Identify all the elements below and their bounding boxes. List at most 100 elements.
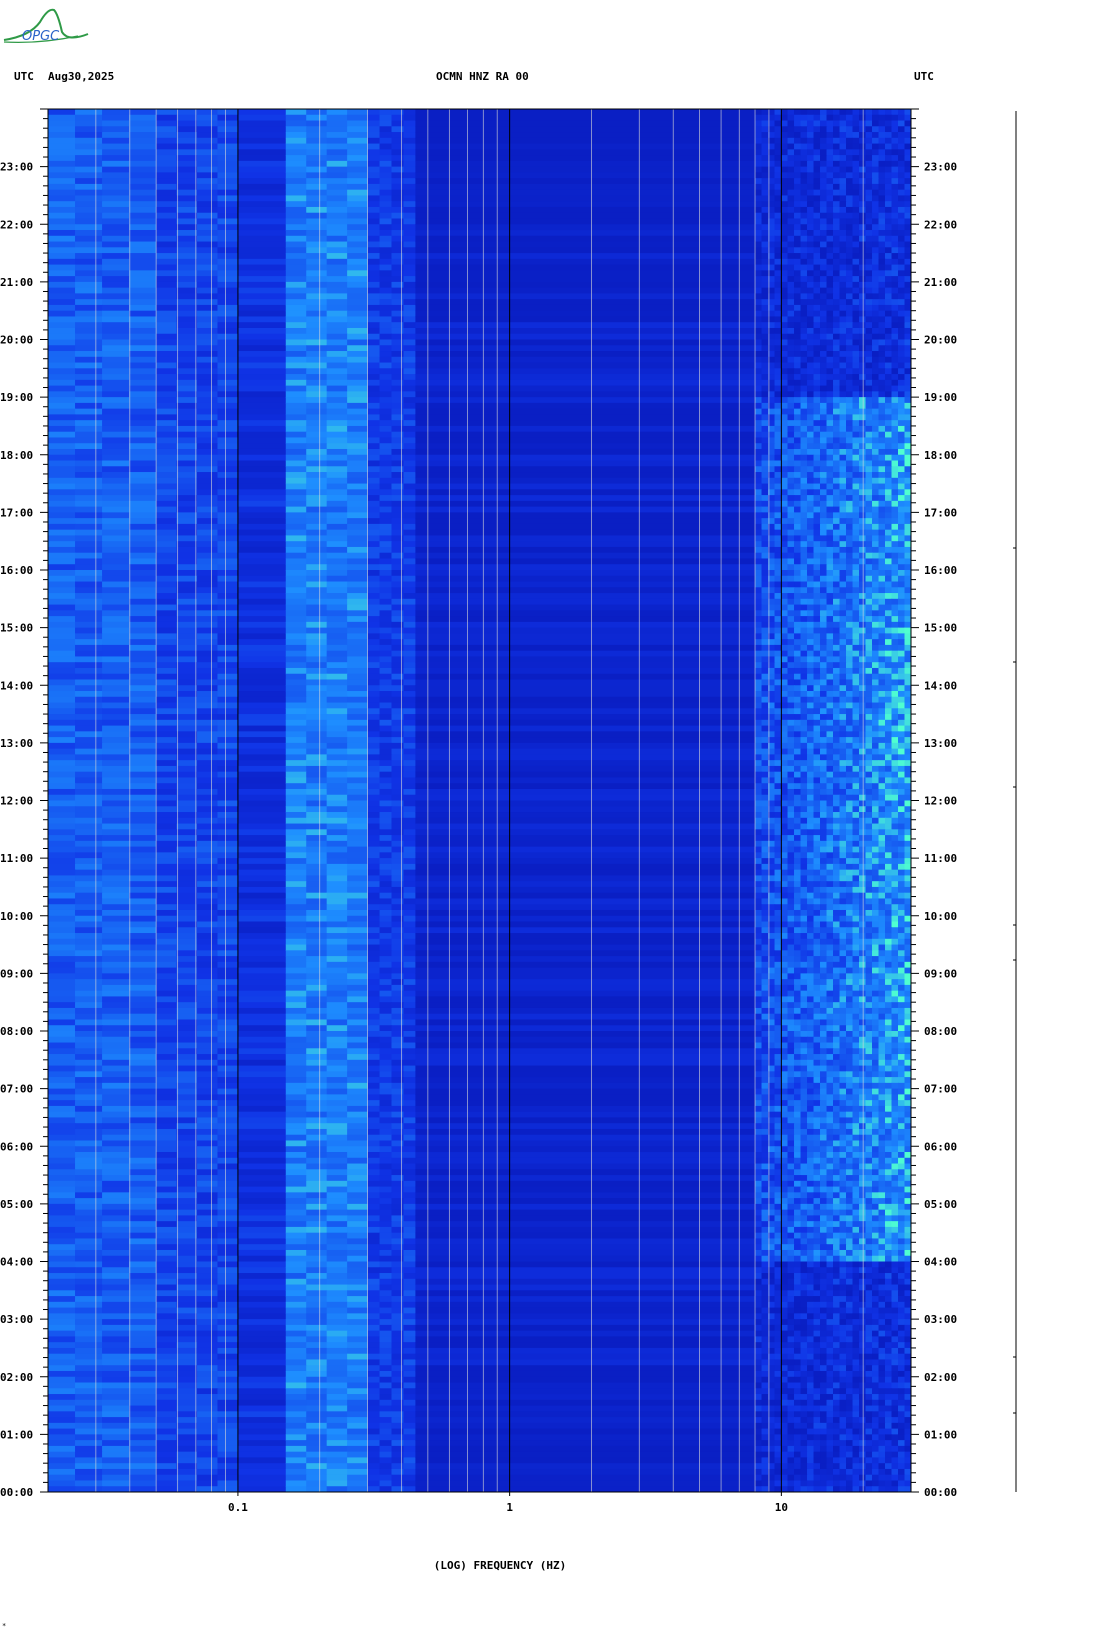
heatmap-cell [156,546,178,554]
heatmap-cell [839,149,847,156]
heatmap-cell [379,1365,393,1372]
heatmap-cell [403,604,417,611]
heatmap-cell [237,1307,287,1314]
heatmap-cell [403,748,417,755]
heatmap-cell [217,990,239,998]
heatmap-cell [306,639,328,646]
heatmap-cell [217,109,239,116]
heatmap-cell [102,673,130,681]
heatmap-cell [367,581,381,588]
heatmap-cell [415,708,756,715]
heatmap-cell [102,304,130,312]
heatmap-cell [367,898,381,905]
heatmap-cell [237,1376,287,1384]
heatmap-cell [285,1013,307,1021]
heatmap-cell [129,1255,157,1263]
heatmap-cell [367,800,381,807]
heatmap-cell [197,817,219,825]
heatmap-cell [367,541,381,548]
heatmap-cell [237,448,287,456]
heatmap-cell [197,351,219,358]
heatmap-cell [48,1319,76,1326]
heatmap-cell [768,172,776,179]
heatmap-cell [306,737,328,744]
heatmap-cell [129,1417,157,1424]
heatmap-cell [306,512,328,519]
heatmap-cell [129,500,157,508]
heatmap-cell [197,1209,219,1216]
heatmap-cell [306,869,328,877]
heatmap-cell [129,1463,157,1470]
heatmap-cell [415,287,756,294]
heatmap-cell [217,702,239,709]
heatmap-cell [176,846,198,853]
heatmap-cell [75,1336,103,1343]
heatmap-cell [415,1059,756,1067]
heatmap-cell [285,794,307,802]
heatmap-cell [347,667,369,675]
heatmap-cell [102,1100,130,1107]
heatmap-cell [129,454,157,462]
heatmap-cell [326,460,348,467]
heatmap-cell [807,206,815,214]
heatmap-cell [156,662,178,669]
heatmap-cell [347,149,369,156]
heatmap-cell [285,996,307,1003]
heatmap-cell [176,1399,198,1407]
heatmap-cell [285,892,307,900]
heatmap-cell [367,656,381,663]
heatmap-cell [237,1463,287,1470]
heatmap-cell [326,610,348,617]
heatmap-cell [197,967,219,974]
heatmap-cell [217,829,239,836]
heatmap-cell [237,956,287,963]
heatmap-cell [48,933,76,940]
heatmap-cell [75,402,103,410]
heatmap-cell [367,183,381,191]
heatmap-cell [859,253,867,260]
heatmap-cell [197,564,219,571]
heatmap-cell [102,754,130,761]
heatmap-cell [285,1474,307,1482]
heatmap-cell [48,1480,76,1487]
heatmap-cell [306,1111,328,1119]
heatmap-cell [813,132,821,139]
heatmap-cell [156,616,178,623]
heatmap-cell [285,696,307,704]
heatmap-cell [75,944,103,951]
heatmap-cell [217,984,239,992]
heatmap-cell [197,840,219,848]
heatmap-cell [176,662,198,669]
heatmap-cell [415,460,756,467]
heatmap-cell [904,258,911,266]
heatmap-cell [75,1077,103,1084]
heatmap-cell [197,1417,219,1424]
heatmap-cell [156,483,178,490]
heatmap-cell [755,160,763,168]
heatmap-cell [285,270,307,277]
heatmap-cell [217,1013,239,1021]
heatmap-cell [285,189,307,197]
heatmap-cell [326,1100,348,1107]
heatmap-cell [176,178,198,185]
heatmap-cell [217,339,239,346]
heatmap-cell [285,114,307,122]
heatmap-cell [102,1301,130,1309]
heatmap-cell [102,345,130,352]
heatmap-cell [129,1244,157,1251]
heatmap-cell [403,437,417,444]
heatmap-cell [102,696,130,704]
heatmap-cell [176,927,198,934]
heatmap-cell [237,685,287,692]
heatmap-cell [326,1468,348,1476]
heatmap-cell [102,587,130,594]
heatmap-cell [347,1025,369,1032]
heatmap-cell [774,224,782,231]
heatmap-cell [852,172,860,179]
heatmap-cell [391,812,405,819]
heatmap-cell [197,915,219,923]
heatmap-cell [391,656,405,663]
heatmap-cell [391,443,405,450]
heatmap-cell [75,1198,103,1205]
heatmap-cell [379,1445,393,1453]
